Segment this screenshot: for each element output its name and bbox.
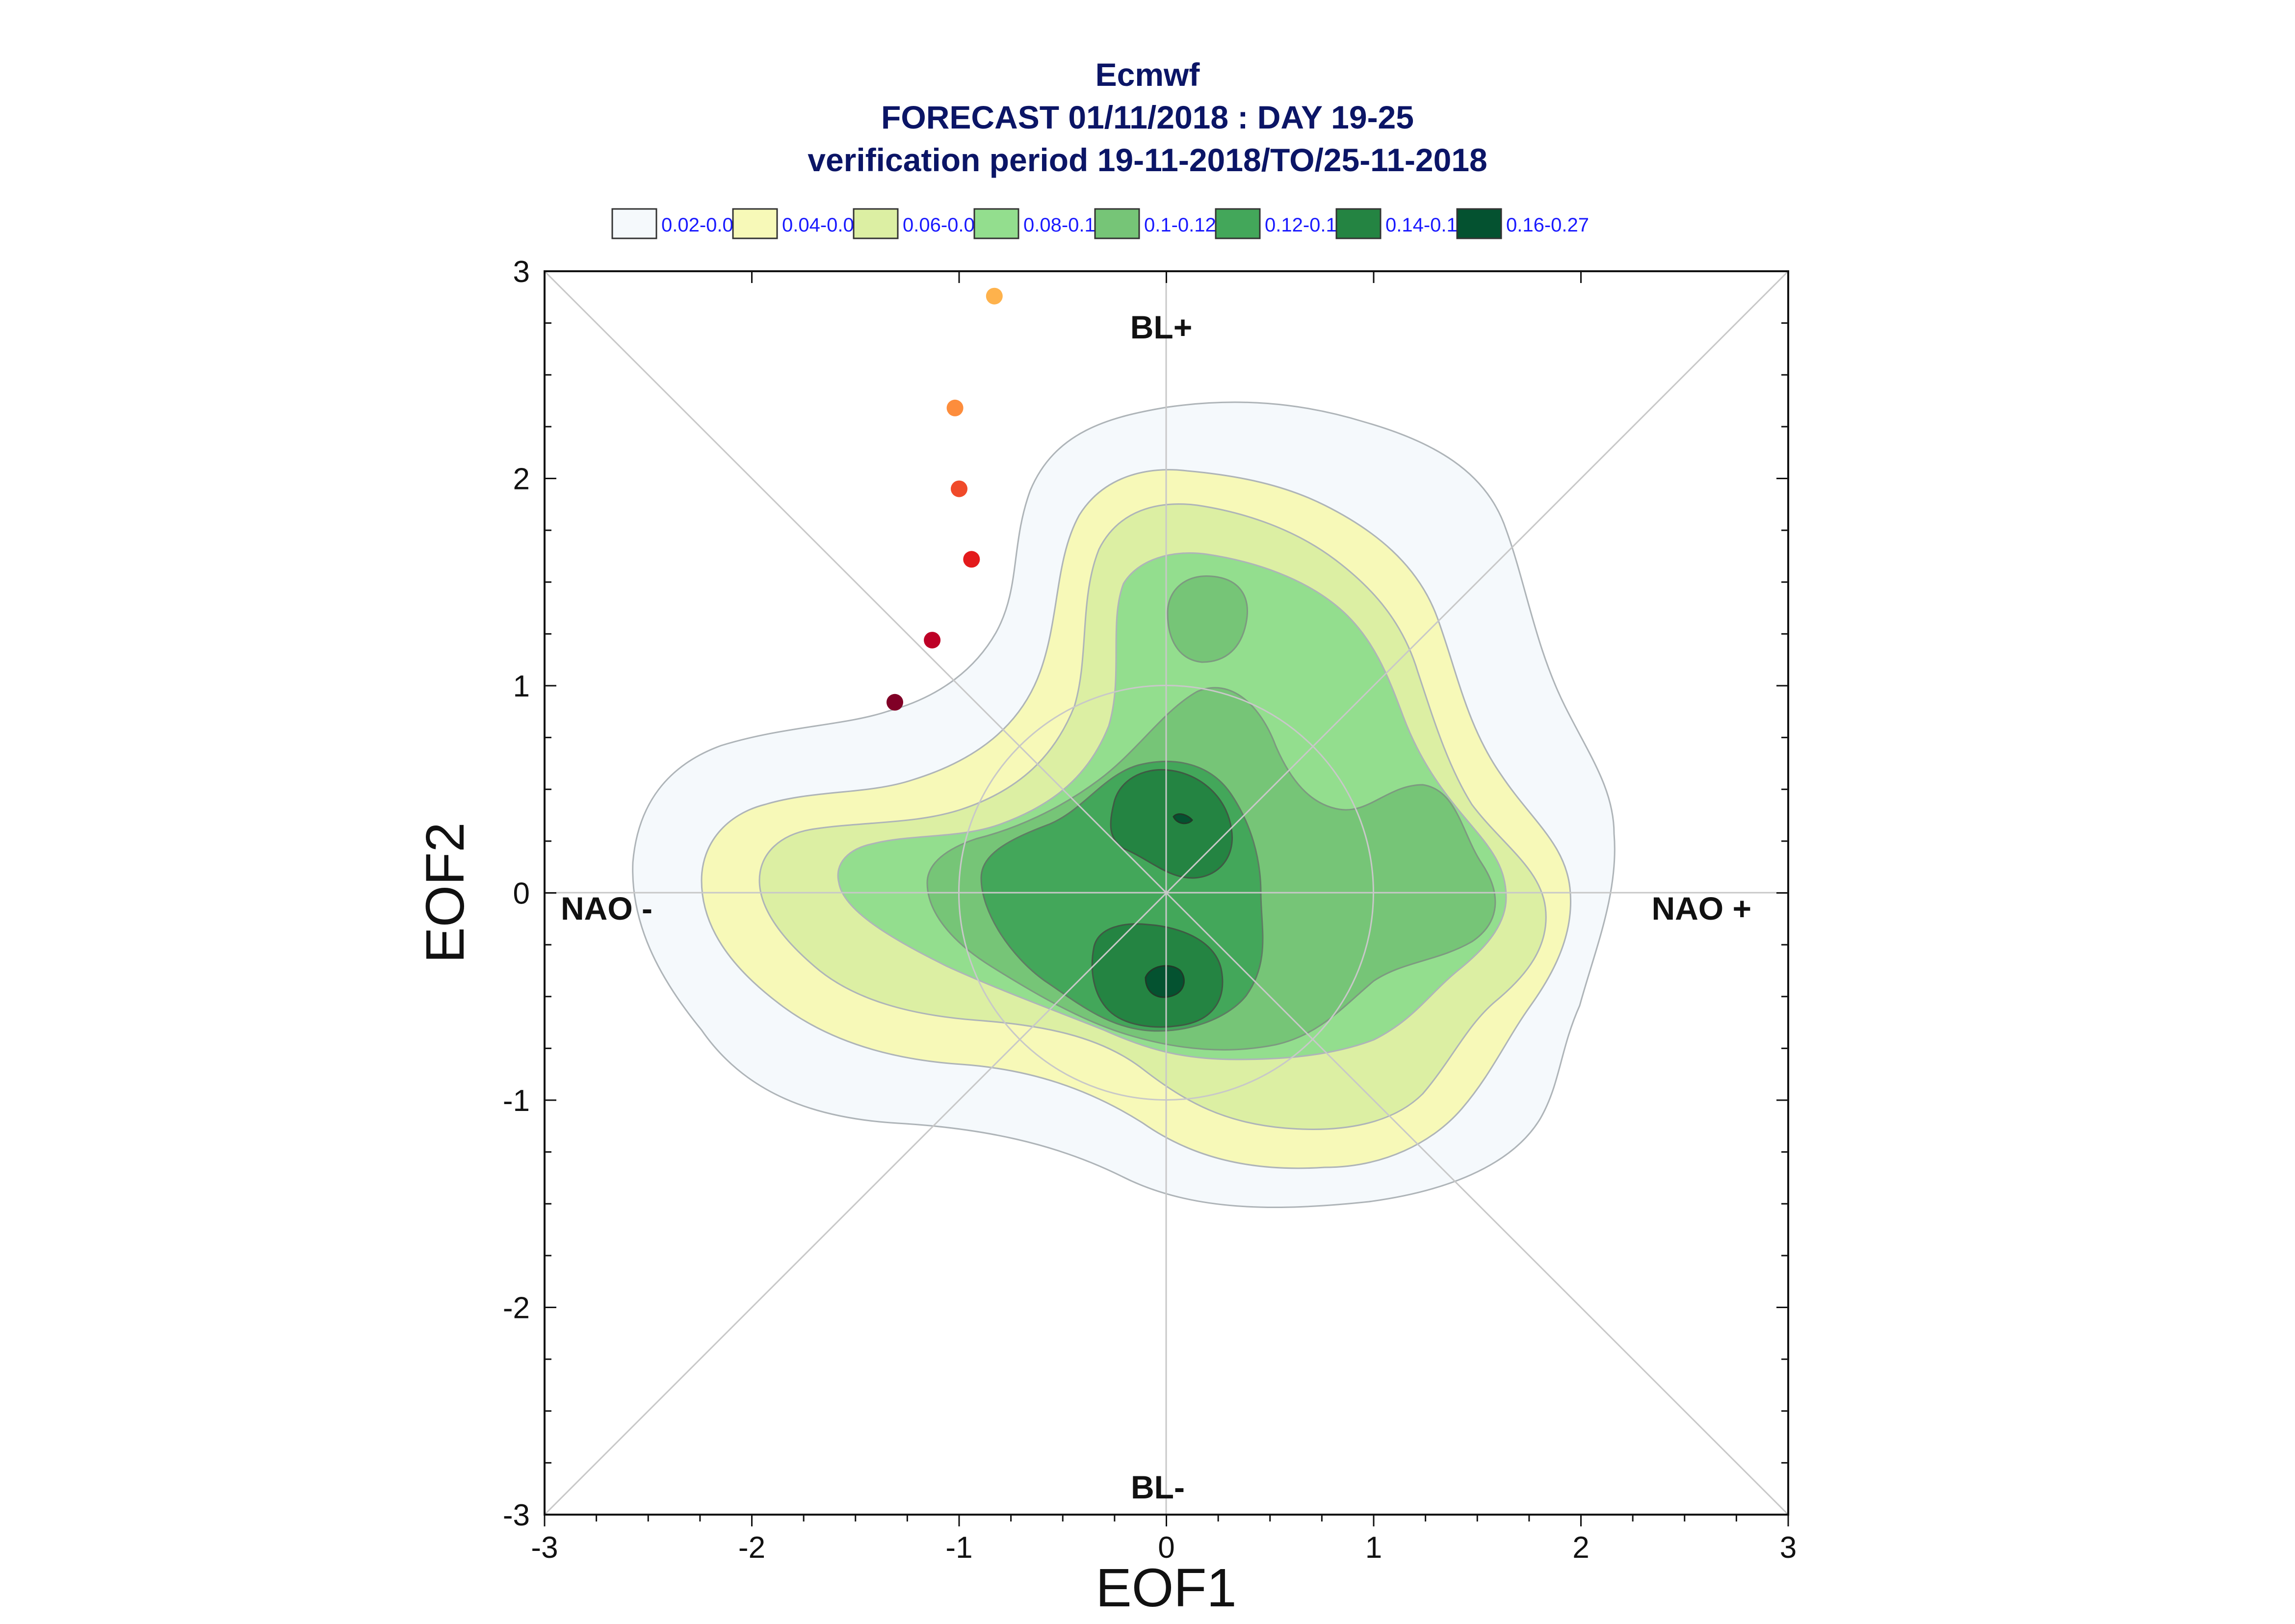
trajectory-point — [951, 480, 967, 497]
y-tick-label: -1 — [503, 1084, 530, 1118]
y-tick-label: -2 — [503, 1291, 530, 1325]
x-tick-label: 2 — [1572, 1531, 1589, 1565]
legend-swatch — [1094, 208, 1140, 239]
trajectory-point — [924, 632, 941, 649]
x-tick-label: 0 — [1158, 1531, 1174, 1565]
legend-label: 0.16-0.27 — [1506, 214, 1589, 236]
x-tick-label: -3 — [531, 1531, 558, 1565]
legend-label: 0.02-0.04 — [661, 214, 744, 236]
legend: 0.02-0.04 0.04-0.06 0.06-0.08 0.08-0.1 0.1-0… — [611, 208, 1589, 239]
x-tick-label: 3 — [1780, 1531, 1797, 1565]
legend-swatch — [853, 208, 899, 239]
trajectory-points — [887, 287, 1003, 711]
region-label-right: NAO + — [1651, 890, 1751, 927]
contour-band-7a — [1110, 769, 1233, 879]
y-tick-label: 0 — [513, 877, 530, 911]
legend-swatch — [1456, 208, 1502, 239]
legend-swatch — [1215, 208, 1261, 239]
y-tick-label: 1 — [513, 670, 530, 703]
trajectory-point — [946, 399, 964, 416]
trajectory-point — [963, 551, 980, 568]
axis-ticks — [544, 270, 1789, 1526]
chart-title: Ecmwf — [1095, 56, 1200, 93]
density-contours — [632, 401, 1616, 1209]
legend-label: 0.14-0.16 — [1385, 214, 1468, 236]
trajectory-point — [887, 694, 903, 711]
reference-circle — [958, 685, 1374, 1101]
legend-swatch — [732, 208, 778, 239]
contour-band-8b — [1173, 813, 1193, 825]
region-label-left: NAO - — [561, 890, 652, 927]
region-label-top: BL+ — [1130, 309, 1193, 345]
y-tick-label: -3 — [503, 1498, 530, 1532]
legend-label: 0.12-0.14 — [1265, 214, 1348, 236]
legend-label: 0.1-0.12 — [1144, 214, 1216, 236]
y-axis-label: EOF2 — [415, 822, 475, 963]
y-tick-label: 2 — [513, 463, 530, 496]
legend-swatch — [973, 208, 1019, 239]
reference-lines — [544, 270, 1789, 1516]
chart-subtitle: FORECAST 01/11/2018 : DAY 19-25 — [881, 99, 1414, 135]
legend-swatch — [1335, 208, 1382, 239]
x-tick-label: -1 — [945, 1531, 972, 1565]
x-axis-label: EOF1 — [1095, 1558, 1236, 1618]
contour-band-8a — [1145, 965, 1185, 998]
legend-swatch — [611, 208, 657, 239]
contour-band-5b — [1167, 575, 1248, 663]
plot-area: -3 -2 -1 0 1 2 3 -3 -2 -1 0 1 2 3 BL+ BL- NAO - NAO + — [503, 255, 1797, 1565]
axis-tick-labels: -3 -2 -1 0 1 2 3 -3 -2 -1 0 1 2 3 — [503, 255, 1797, 1565]
trajectory-point — [986, 287, 1003, 305]
chart-subtitle-2: verification period 19-11-2018/TO/25-11-… — [808, 142, 1487, 178]
legend-label: 0.06-0.08 — [903, 214, 986, 236]
y-tick-label: 3 — [513, 255, 530, 289]
legend-label: 0.08-0.1 — [1023, 214, 1095, 236]
x-tick-label: 1 — [1365, 1531, 1382, 1565]
legend-label: 0.04-0.06 — [782, 214, 865, 236]
x-tick-label: -2 — [738, 1531, 765, 1565]
region-label-bottom: BL- — [1131, 1469, 1185, 1505]
